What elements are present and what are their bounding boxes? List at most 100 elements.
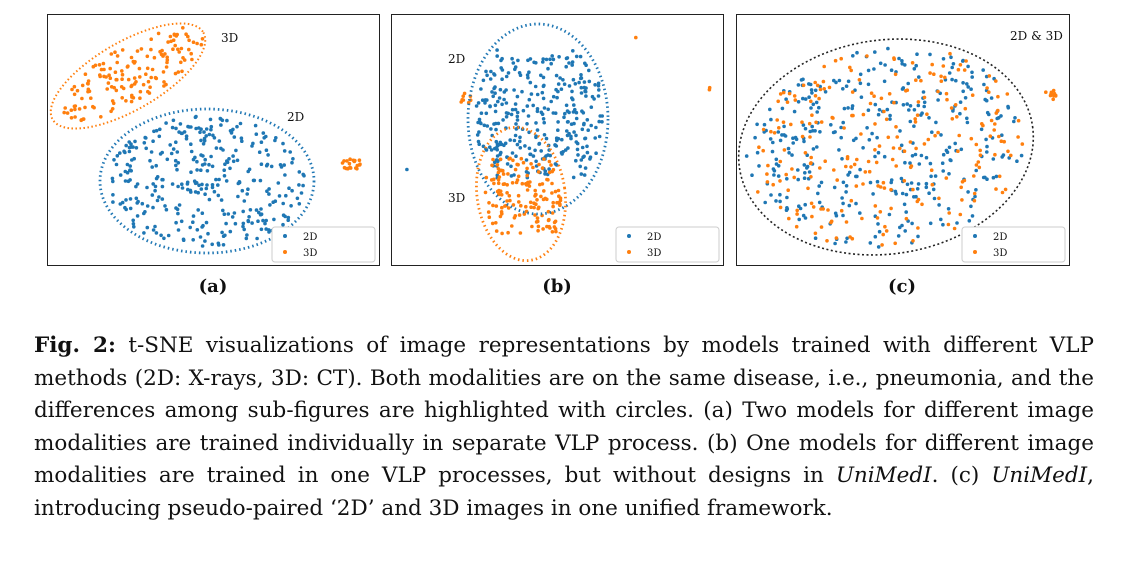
point-2d bbox=[954, 78, 958, 83]
point-3d bbox=[149, 37, 153, 41]
point-3d bbox=[1051, 88, 1056, 93]
point-2d bbox=[524, 170, 529, 174]
point-3d bbox=[810, 214, 814, 219]
point-3d bbox=[132, 82, 137, 86]
point-3d bbox=[792, 175, 796, 180]
point-2d bbox=[541, 57, 545, 61]
point-2d bbox=[151, 182, 155, 186]
point-3d bbox=[916, 226, 920, 230]
point-3d bbox=[171, 47, 175, 51]
point-3d bbox=[125, 65, 130, 69]
point-2d bbox=[475, 133, 480, 137]
point-3d bbox=[98, 73, 102, 77]
point-2d bbox=[526, 114, 531, 118]
point-2d bbox=[492, 86, 496, 91]
point-2d bbox=[274, 136, 278, 140]
point-3d bbox=[925, 112, 929, 116]
point-2d bbox=[543, 172, 547, 176]
point-3d bbox=[115, 77, 119, 82]
point-2d bbox=[811, 147, 816, 151]
annotation-2d: 2D bbox=[287, 110, 304, 124]
point-3d bbox=[556, 188, 561, 193]
point-3d bbox=[538, 182, 542, 187]
point-3d bbox=[861, 112, 866, 117]
point-2d bbox=[924, 185, 929, 190]
point-2d bbox=[582, 121, 586, 126]
tsne-plot-c: 2D & 3D 2D 3D bbox=[736, 14, 1070, 266]
point-3d bbox=[849, 165, 853, 169]
point-3d bbox=[941, 64, 946, 68]
point-3d bbox=[958, 212, 963, 217]
point-2d bbox=[562, 115, 566, 120]
caption-text-2: . (c) bbox=[931, 463, 992, 488]
point-2d bbox=[798, 206, 803, 211]
point-3d bbox=[516, 193, 521, 198]
point-2d bbox=[772, 173, 776, 177]
point-2d bbox=[479, 87, 483, 91]
point-2d bbox=[224, 179, 229, 183]
point-3d bbox=[97, 63, 102, 67]
point-2d bbox=[593, 136, 597, 140]
point-2d bbox=[295, 196, 300, 201]
point-2d bbox=[525, 122, 529, 126]
point-3d bbox=[191, 40, 196, 44]
point-3d bbox=[813, 94, 818, 98]
point-3d bbox=[822, 64, 826, 69]
point-2d bbox=[198, 130, 202, 135]
point-3d bbox=[102, 74, 106, 79]
point-3d bbox=[895, 135, 899, 139]
point-2d bbox=[570, 63, 574, 67]
point-2d bbox=[889, 178, 894, 182]
point-3d bbox=[181, 26, 185, 30]
point-2d bbox=[817, 200, 822, 205]
point-3d bbox=[169, 39, 173, 44]
point-2d bbox=[188, 225, 192, 230]
point-2d bbox=[166, 233, 171, 238]
point-3d bbox=[919, 78, 923, 83]
point-3d bbox=[354, 166, 358, 170]
point-3d bbox=[994, 79, 998, 83]
point-2d bbox=[868, 241, 873, 245]
point-3d bbox=[535, 198, 539, 202]
point-2d bbox=[556, 82, 561, 86]
point-3d bbox=[882, 186, 887, 190]
point-2d bbox=[792, 109, 797, 114]
point-3d bbox=[993, 122, 997, 126]
point-2d bbox=[541, 60, 545, 64]
point-2d bbox=[162, 236, 166, 241]
point-3d bbox=[813, 231, 818, 236]
point-3d bbox=[508, 198, 512, 203]
point-2d bbox=[920, 111, 924, 115]
point-2d bbox=[796, 177, 800, 182]
point-2d bbox=[200, 182, 204, 187]
point-2d bbox=[571, 110, 576, 114]
point-3d bbox=[150, 67, 155, 72]
point-2d bbox=[844, 84, 849, 88]
point-2d bbox=[222, 174, 227, 178]
point-2d bbox=[597, 119, 601, 124]
point-2d bbox=[959, 147, 964, 152]
point-3d bbox=[784, 172, 788, 177]
point-3d bbox=[977, 165, 982, 170]
point-2d bbox=[553, 143, 558, 147]
point-2d bbox=[927, 116, 931, 120]
point-3d bbox=[922, 95, 927, 100]
point-3d bbox=[546, 209, 551, 214]
point-3d bbox=[497, 192, 501, 196]
legend-marker-2d bbox=[973, 234, 977, 238]
point-2d bbox=[282, 163, 286, 167]
point-3d bbox=[809, 175, 813, 179]
point-3d bbox=[956, 149, 960, 153]
point-2d bbox=[922, 104, 926, 109]
point-2d bbox=[180, 131, 184, 136]
point-2d bbox=[163, 204, 167, 208]
legend-marker-3d bbox=[283, 250, 287, 254]
point-2d bbox=[778, 199, 782, 204]
point-2d bbox=[924, 181, 929, 186]
annotation-2d-3d: 2D & 3D bbox=[1010, 29, 1063, 43]
point-2d bbox=[264, 227, 268, 231]
point-2d bbox=[160, 150, 164, 155]
point-2d bbox=[1012, 119, 1016, 124]
point-3d bbox=[80, 96, 84, 101]
point-3d bbox=[911, 187, 915, 192]
